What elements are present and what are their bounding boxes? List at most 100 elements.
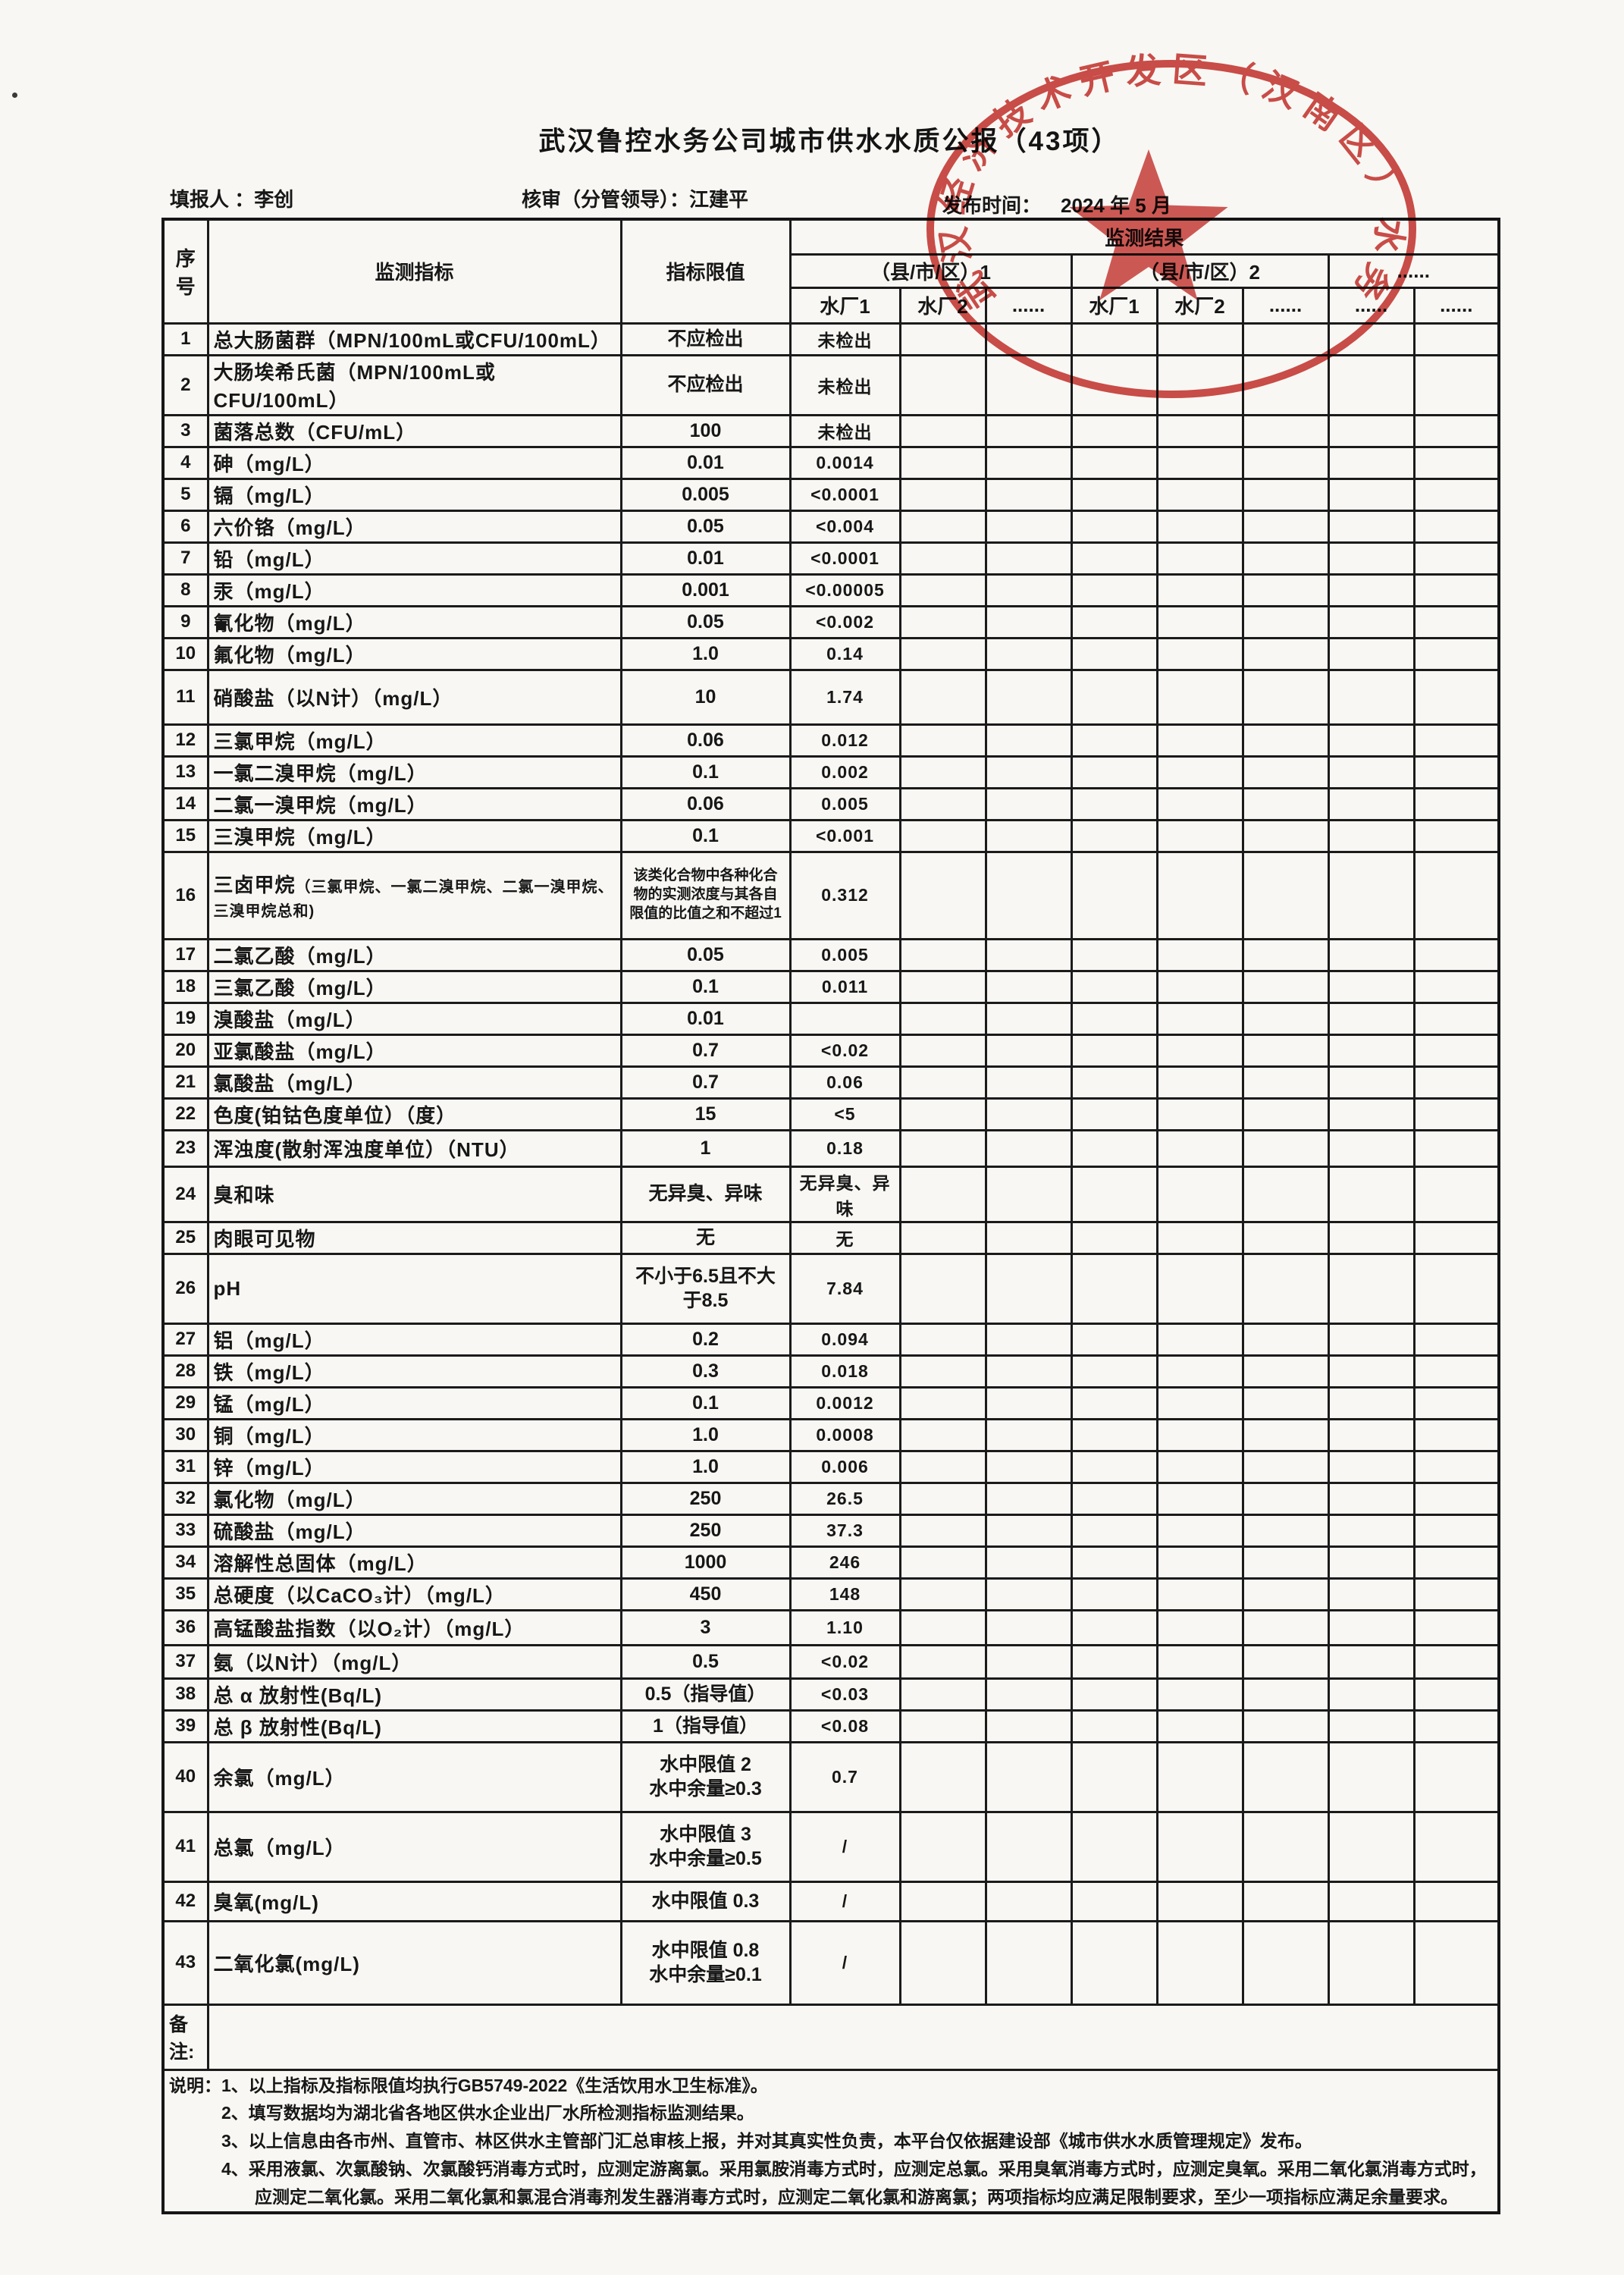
result-value [1241, 1354, 1330, 1389]
result-value [1241, 937, 1330, 972]
result-value [1412, 1677, 1500, 1712]
result-value [1241, 541, 1330, 576]
result-value: <0.02 [788, 1643, 901, 1680]
result-value [898, 755, 987, 789]
limit-value: 不应检出 [619, 322, 792, 356]
table-row: 1 总大肠菌群（MPN/100mL或CFU/100mL） 不应检出 未检出 [161, 322, 1500, 356]
result-value [1070, 1677, 1158, 1712]
result-value [984, 723, 1073, 758]
result-value [1327, 353, 1416, 416]
plant-header: ...... [1412, 286, 1500, 325]
table-row: 9 氰化物（mg/L） 0.05 <0.002 [161, 604, 1500, 639]
result-value [1327, 1220, 1416, 1255]
result-value: 无异臭、异味 [788, 1165, 901, 1223]
indicator-name: 一氯二溴甲烷（mg/L） [206, 755, 622, 789]
result-value [898, 818, 987, 853]
indicator-name: 三溴甲烷（mg/L） [206, 818, 622, 853]
notes-cell: 说明： 1、以上指标及指标限值均执行GB5749-2022《生活饮用水卫生标准》… [161, 2068, 1500, 2214]
result-value [898, 1513, 987, 1548]
table-row: 16 三卤甲烷（三氯甲烷、一氯二溴甲烷、二氯一溴甲烷、三溴甲烷总和) 该类化合物中各… [161, 850, 1500, 940]
result-value [1241, 1065, 1330, 1100]
result-value [1412, 969, 1500, 1004]
result-value [1070, 1385, 1158, 1420]
filler-name: 填报人 ：李创 [170, 188, 294, 211]
result-value: 无 [788, 1220, 901, 1255]
table-row: 19 溴酸盐（mg/L） 0.01 [161, 1001, 1500, 1036]
result-value [1155, 413, 1244, 448]
result-value [1155, 1322, 1244, 1357]
result-value [1155, 1252, 1244, 1325]
result-value [984, 1880, 1073, 1922]
result-value [1412, 1740, 1500, 1813]
table-row: 20 亚氯酸盐（mg/L） 0.7 <0.02 [161, 1033, 1500, 1068]
indicator-name: 锌（mg/L） [206, 1449, 622, 1484]
limit-value: 0.7 [619, 1065, 792, 1100]
limit-value: 0.05 [619, 604, 792, 639]
indicator-name: 溴酸盐（mg/L） [206, 1001, 622, 1036]
result-value [1155, 818, 1244, 853]
result-value [1327, 1449, 1416, 1484]
result-value [984, 1322, 1073, 1357]
result-value [984, 850, 1073, 940]
limit-value: 250 [619, 1513, 792, 1548]
limit-value: 无 [619, 1220, 792, 1255]
row-no: 43 [161, 1919, 209, 2006]
indicator-name: 总硬度（以CaCO₃计）（mg/L） [206, 1577, 622, 1611]
limit-value: 水中限值 0.3 [619, 1880, 792, 1922]
result-value [984, 818, 1073, 853]
limit-value: 0.2 [619, 1322, 792, 1357]
result-value [1412, 1033, 1500, 1068]
publish-time-value: 2024 年 5 月 [1061, 194, 1171, 217]
result-value: 0.18 [788, 1128, 901, 1168]
row-no: 18 [161, 969, 209, 1004]
result-value [1327, 541, 1416, 576]
result-value [1241, 1677, 1330, 1712]
result-value [1155, 1128, 1244, 1168]
result-value [1070, 1810, 1158, 1883]
col-header-result: 监测结果 [788, 218, 1500, 256]
result-value [1241, 786, 1330, 821]
row-no: 11 [161, 668, 209, 726]
row-no: 8 [161, 573, 209, 607]
result-value [984, 668, 1073, 726]
result-value [1070, 604, 1158, 639]
meta-row: 填报人 ：李创 核审（分管领导）：江建平 发布时间： 2024 年 5 月 [0, 184, 1624, 217]
result-value [898, 1709, 987, 1743]
result-value [984, 604, 1073, 639]
result-value [898, 1354, 987, 1389]
row-no: 9 [161, 604, 209, 639]
indicator-name: 臭氧(mg/L) [206, 1880, 622, 1922]
result-value [984, 1385, 1073, 1420]
indicator-name: 硫酸盐（mg/L） [206, 1513, 622, 1548]
result-value [1155, 445, 1244, 480]
row-no: 41 [161, 1810, 209, 1883]
table-row: 2 大肠埃希氏菌（MPN/100mL或CFU/100mL） 不应检出 未检出 [161, 353, 1500, 416]
result-value [1155, 604, 1244, 639]
table-row: 41 总氯（mg/L） 水中限值 3 水中余量≥0.5/ [161, 1810, 1500, 1883]
indicator-name: 高锰酸盐指数（以O₂计）（mg/L） [206, 1608, 622, 1646]
result-value [898, 850, 987, 940]
result-value [1155, 1001, 1244, 1036]
result-value [1327, 937, 1416, 972]
row-no: 5 [161, 477, 209, 512]
result-value [984, 573, 1073, 607]
indicator-name: 硝酸盐（以N计）（mg/L） [206, 668, 622, 726]
result-value: 未检出 [788, 322, 901, 356]
result-value [1327, 1354, 1416, 1389]
table-row: 36 高锰酸盐指数（以O₂计）（mg/L） 3 1.10 [161, 1608, 1500, 1646]
result-value [1412, 541, 1500, 576]
col-header-indicator: 监测指标 [206, 218, 622, 325]
result-value: 0.012 [788, 723, 901, 758]
result-value [984, 1220, 1073, 1255]
limit-value: 10 [619, 668, 792, 726]
result-value [1155, 1677, 1244, 1712]
result-value [1155, 755, 1244, 789]
result-value [1070, 1513, 1158, 1548]
result-value [1412, 818, 1500, 853]
plant-header: ...... [984, 286, 1073, 325]
region-header-2: （县/市/区）2 [1070, 253, 1330, 289]
result-value [1241, 1165, 1330, 1223]
result-value [898, 445, 987, 480]
indicator-name: 三卤甲烷（三氯甲烷、一氯二溴甲烷、二氯一溴甲烷、三溴甲烷总和) [206, 850, 622, 940]
table-row: 33 硫酸盐（mg/L） 250 37.3 [161, 1513, 1500, 1548]
